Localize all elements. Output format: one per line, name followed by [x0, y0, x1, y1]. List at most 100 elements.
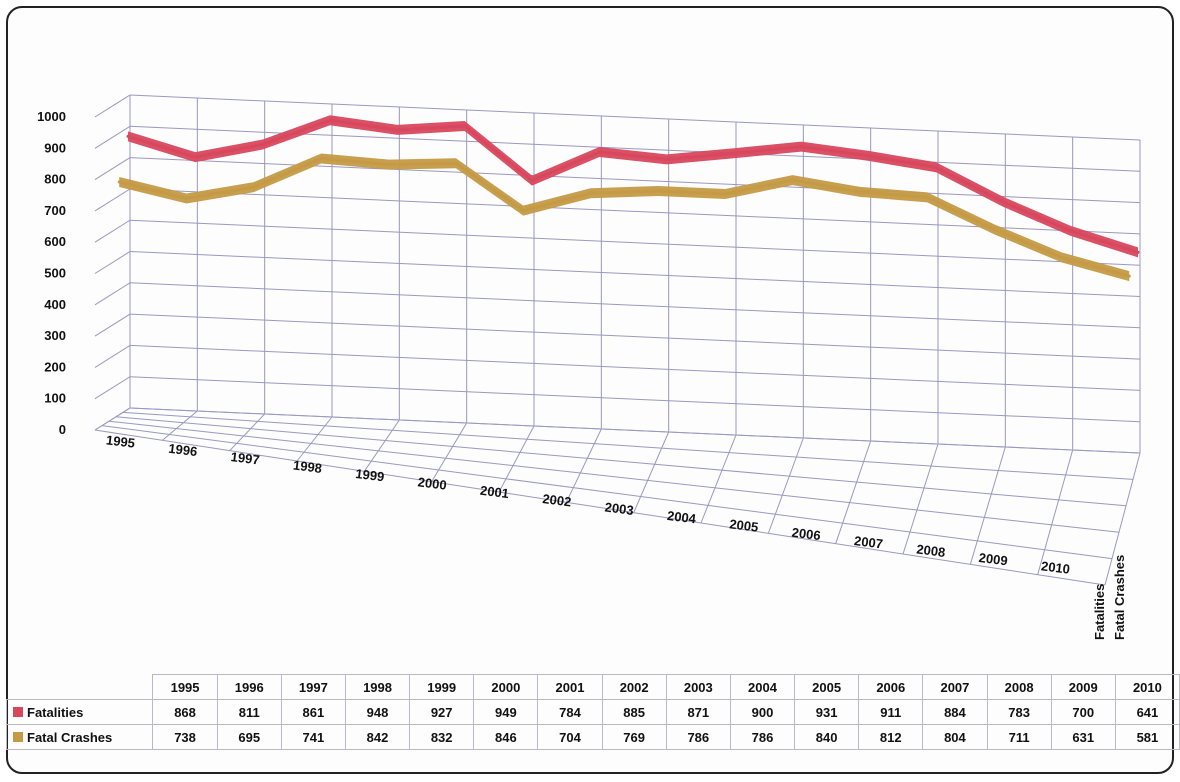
legend-label: Fatal Crashes: [27, 729, 113, 745]
legend-entry: Fatalities: [5, 699, 154, 725]
data-table-cell: 885: [601, 699, 667, 725]
data-point: [395, 128, 399, 132]
y-tick-label: 100: [44, 391, 66, 406]
x-tick-label: 2002: [542, 491, 573, 509]
data-point: [454, 161, 458, 165]
x-tick-label: 1997: [230, 449, 261, 467]
gridline-y: [129, 188, 1141, 235]
y-tick-label: 300: [44, 328, 66, 343]
data-table-cell: 911: [858, 699, 924, 725]
data-table-cell: 884: [922, 699, 988, 725]
data-table-corner: [7, 675, 153, 700]
data-point: [732, 151, 736, 155]
x-tick-label: 1999: [355, 466, 386, 484]
data-point: [723, 192, 727, 196]
data-point: [319, 156, 323, 160]
gridline-floor: [129, 407, 1141, 454]
data-table-header: 2002: [601, 674, 667, 700]
x-tick-label: 2009: [978, 550, 1009, 568]
gridline-floor-depth: [431, 422, 468, 482]
data-table-header: 2009: [1050, 674, 1116, 700]
gridline-y: [129, 376, 1141, 423]
legend-entry: Fatal Crashes: [5, 724, 154, 750]
data-point: [589, 191, 593, 195]
data-point: [328, 118, 332, 122]
data-table-header: 1995: [152, 674, 218, 700]
data-table-cell: 842: [344, 724, 411, 750]
legend-swatch: [13, 706, 23, 717]
gridline-y: [129, 219, 1141, 266]
data-point: [252, 185, 256, 189]
data-point: [1069, 229, 1073, 233]
gridline-floor: [108, 420, 1120, 533]
data-point: [799, 145, 803, 149]
data-table-cell: 641: [1114, 699, 1180, 725]
data-point: [261, 143, 265, 147]
x-tick-label: 1996: [168, 441, 199, 459]
data-table-header: 2000: [473, 674, 539, 700]
gridline-floor: [101, 425, 1113, 560]
legend-label: Fatalities: [27, 704, 84, 720]
gridline-floor: [115, 416, 1127, 507]
data-table-cell: 861: [280, 699, 346, 725]
gridline-floor-depth: [700, 434, 737, 524]
y-tick-label: 800: [44, 172, 66, 187]
gridline-floor-depth: [1037, 449, 1074, 575]
data-table-cell: 700: [1050, 699, 1116, 725]
gridline-floor-depth: [94, 407, 131, 431]
data-table-header: 2004: [729, 674, 796, 700]
data-table-header: 2003: [665, 674, 731, 700]
y-tick-label: 200: [44, 359, 66, 374]
data-table-cell: 832: [409, 724, 475, 750]
gridline-side: [94, 313, 131, 337]
gridline-floor-depth: [969, 446, 1006, 565]
data-table-cell: 811: [216, 699, 282, 725]
data-point: [791, 178, 795, 182]
gridline-y: [129, 313, 1141, 360]
y-tick-label: 1000: [37, 109, 66, 124]
data-table-cell: 900: [729, 699, 796, 725]
data-point: [656, 189, 660, 193]
x-tick-label: 1995: [105, 432, 136, 450]
series-ribbon: [119, 153, 1130, 282]
data-table-header: 2006: [858, 674, 924, 700]
data-point: [1001, 200, 1005, 204]
data-table-cell: 741: [280, 724, 346, 750]
gridline-side: [94, 376, 131, 400]
x-axis-tick-labels: 1995 1996 1997 1998 1999 2000 2001 2002 2003 2004…: [105, 432, 1071, 576]
data-table-cell: 812: [858, 724, 924, 750]
data-point: [530, 179, 534, 183]
gridline-side: [94, 157, 131, 181]
y-tick-label: 0: [59, 422, 66, 437]
gridline-floor-depth: [498, 425, 535, 493]
gridline-side: [94, 251, 131, 274]
gridline-floor-depth: [229, 413, 266, 452]
gridline-side: [94, 219, 131, 243]
gridline-floor-depth: [902, 443, 939, 555]
y-tick-label: 400: [44, 297, 66, 312]
x-tick-label: 2006: [791, 525, 822, 543]
data-table-cell: 704: [537, 724, 603, 750]
gridline-y: [129, 282, 1141, 329]
chart-series: [117, 115, 1140, 282]
data-table-header: 1996: [216, 674, 282, 700]
data-point: [193, 155, 197, 159]
series-line: [127, 118, 1139, 254]
gridline-y: [129, 251, 1141, 297]
y-tick-label: 500: [44, 266, 66, 281]
gridline-y: [129, 94, 1141, 141]
chart-frame: [6, 6, 1174, 774]
data-table-cell: 786: [665, 724, 731, 750]
x-tick-label: 2000: [417, 474, 448, 492]
x-tick-label: 2004: [666, 508, 697, 527]
data-table-header: 1998: [344, 674, 411, 700]
gridline-floor-depth: [633, 431, 670, 513]
data-point: [1136, 250, 1140, 254]
data-table-cell: 711: [986, 724, 1052, 750]
gridline-floor-depth: [835, 440, 872, 544]
gridline-floor-depth: [363, 419, 400, 472]
data-point: [665, 157, 669, 161]
gridline-side: [94, 125, 131, 149]
data-point: [597, 150, 601, 154]
